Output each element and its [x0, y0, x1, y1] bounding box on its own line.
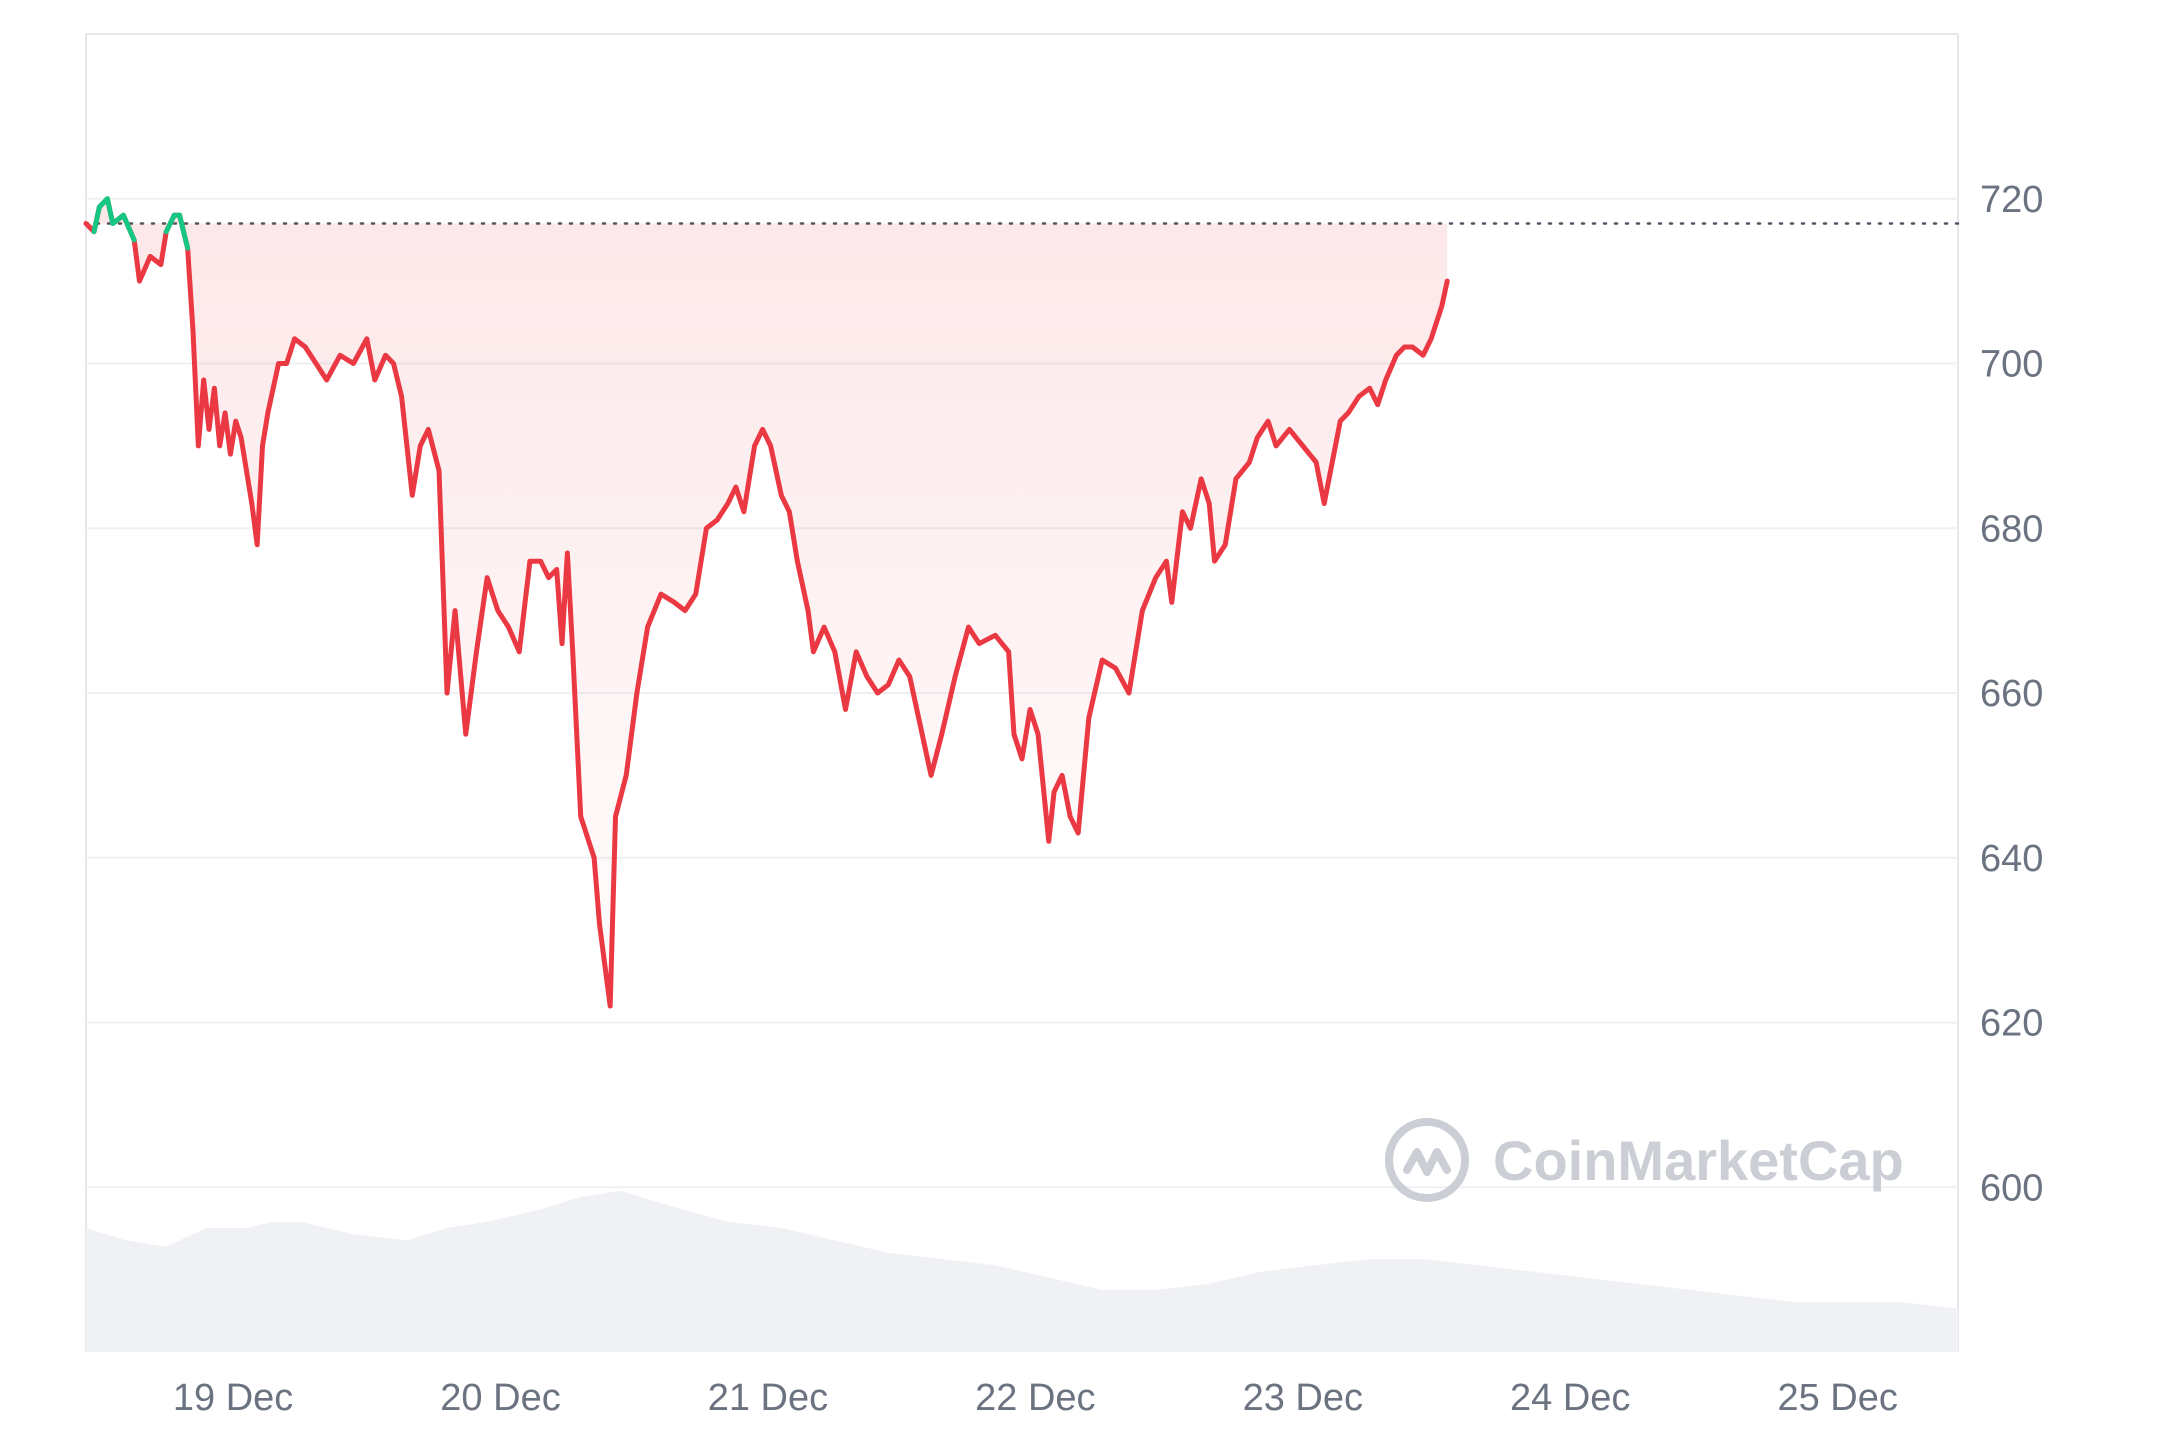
volume-area: [86, 1190, 1958, 1352]
y-tick-label: 640: [1980, 838, 2043, 880]
coinmarketcap-watermark: CoinMarketCap: [1385, 1118, 1904, 1202]
y-tick-label: 600: [1980, 1167, 2043, 1209]
x-tick-label: 21 Dec: [708, 1377, 828, 1419]
price-area-path: [86, 198, 1448, 1007]
coinmarketcap-logo-icon: [1385, 1118, 1469, 1202]
price-line-green-segment: [91, 204, 102, 235]
watermark-brand-text: CoinMarketCap: [1493, 1129, 1904, 1192]
x-tick-label: 25 Dec: [1777, 1377, 1897, 1419]
y-axis: 600 620 640 660 680 700 720: [1980, 179, 2043, 1210]
price-line: [83, 196, 1450, 1009]
price-area-fill: [86, 198, 1448, 1007]
x-tick-label: 23 Dec: [1243, 1377, 1363, 1419]
x-tick-label: 20 Dec: [440, 1377, 560, 1419]
price-line-green-segment: [177, 212, 191, 251]
x-axis: 19 Dec 20 Dec 21 Dec 22 Dec 23 Dec 24 Dec 25 D…: [173, 1377, 1898, 1419]
x-tick-label: 19 Dec: [173, 1377, 293, 1419]
price-line-green-segment: [104, 196, 116, 226]
y-tick-label: 680: [1980, 508, 2043, 550]
y-tick-label: 720: [1980, 179, 2043, 221]
x-tick-label: 22 Dec: [975, 1377, 1095, 1419]
price-line-green-segment: [120, 212, 137, 243]
y-tick-label: 660: [1980, 673, 2043, 715]
price-line-green-segment: [163, 212, 177, 235]
x-tick-label: 24 Dec: [1510, 1377, 1630, 1419]
price-line-red: [83, 196, 1450, 1009]
y-tick-label: 620: [1980, 1003, 2043, 1045]
volume-area-path: [86, 1190, 1958, 1352]
y-tick-label: 700: [1980, 344, 2043, 386]
